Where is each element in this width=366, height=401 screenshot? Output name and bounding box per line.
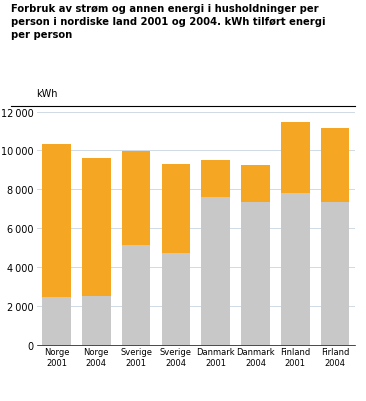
Bar <box>201 198 230 345</box>
Text: Forbruk av strøm og annen energi i husholdninger per
person i nordiske land 2001: Forbruk av strøm og annen energi i husho… <box>11 4 325 41</box>
Bar <box>42 144 71 298</box>
Bar <box>161 254 190 345</box>
Bar <box>241 166 270 203</box>
Bar <box>321 129 350 203</box>
Bar <box>201 161 230 198</box>
Bar <box>281 194 310 345</box>
Bar <box>82 296 111 345</box>
Text: kWh: kWh <box>37 88 58 98</box>
Bar <box>122 152 150 245</box>
Bar <box>241 203 270 345</box>
Bar <box>82 159 111 296</box>
Bar <box>161 164 190 254</box>
Bar <box>122 245 150 345</box>
Bar <box>321 203 350 345</box>
Bar <box>281 123 310 194</box>
Bar <box>42 298 71 345</box>
